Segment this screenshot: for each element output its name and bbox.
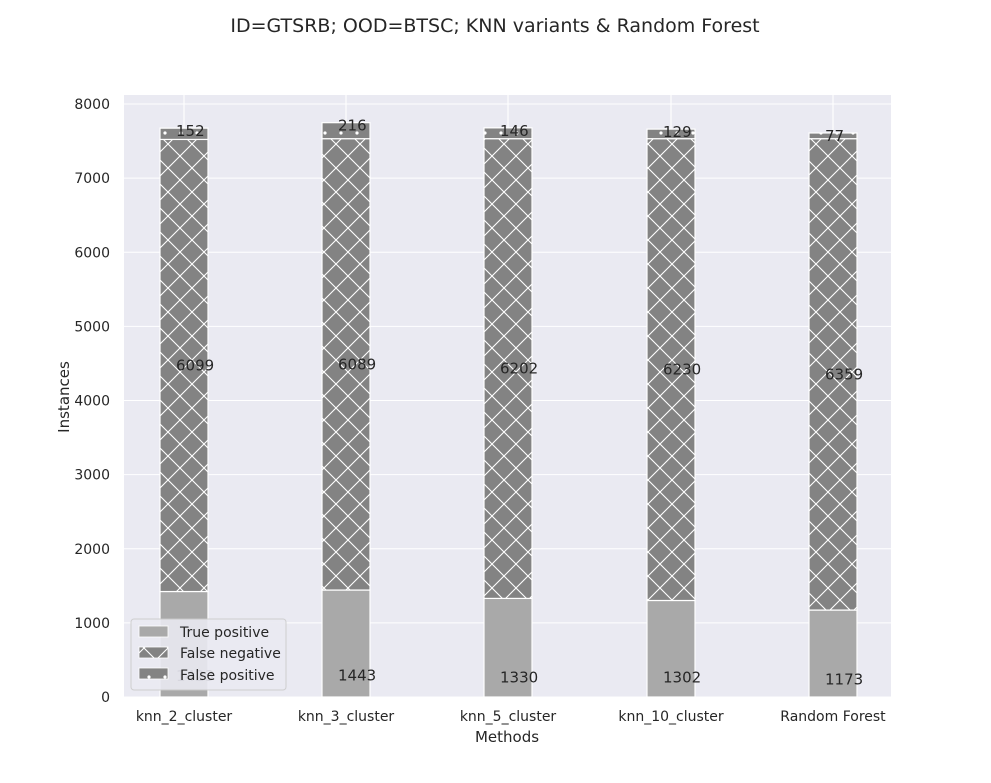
- y-tick-label: 7000: [74, 171, 110, 187]
- label-true-positive: 1443: [338, 667, 376, 685]
- x-axis-title: Methods: [475, 728, 539, 746]
- y-tick-label: 5000: [74, 319, 110, 335]
- bar-true-positive: [808, 609, 858, 698]
- label-false-positive: 77: [825, 127, 844, 145]
- bar-false-negative: [808, 138, 858, 611]
- label-true-positive: 1173: [825, 671, 863, 689]
- label-false-negative: 6202: [500, 360, 538, 378]
- legend-swatch-true-positive: [138, 625, 169, 638]
- legend-swatch-false-negative: [138, 646, 169, 659]
- bar-false-positive: [159, 127, 209, 141]
- bar-false-positive: [808, 132, 858, 140]
- legend-label-true-positive: True positive: [179, 625, 269, 641]
- y-tick-label: 8000: [74, 97, 110, 113]
- legend-swatch-false-positive: [138, 667, 169, 680]
- x-tick-label: Random Forest: [780, 709, 886, 725]
- y-axis-title: Instances: [55, 361, 73, 433]
- y-tick-label: 2000: [74, 542, 110, 558]
- label-false-negative: 6230: [663, 361, 701, 379]
- y-axis-ticks: 0 1000 2000 3000 4000 5000 6000 7000 8000: [74, 97, 110, 706]
- bar-false-negative: [159, 138, 209, 593]
- label-false-negative: 6099: [176, 356, 214, 374]
- label-false-positive: 216: [338, 117, 367, 135]
- label-false-negative: 6359: [825, 365, 863, 383]
- bar-false-positive: [646, 128, 696, 140]
- bar-false-positive: [321, 122, 371, 140]
- bar-true-positive: [646, 599, 696, 698]
- bar-false-negative: [483, 138, 533, 600]
- chart-title: ID=GTSRB; OOD=BTSC; KNN variants & Rando…: [230, 15, 759, 37]
- legend: True positive False negative False posit…: [130, 618, 287, 691]
- label-false-positive: 129: [663, 123, 692, 141]
- x-tick-label: knn_10_cluster: [618, 709, 724, 725]
- label-true-positive: 1302: [663, 669, 701, 687]
- x-tick-label: knn_2_cluster: [136, 709, 233, 725]
- bar-false-negative: [646, 138, 696, 602]
- bars: [159, 122, 858, 698]
- legend-box: [130, 618, 287, 691]
- label-false-positive: 146: [500, 122, 529, 140]
- y-tick-label: 0: [101, 690, 110, 706]
- bar-false-positive: [483, 127, 533, 140]
- x-tick-label: knn_3_cluster: [298, 709, 395, 725]
- y-tick-label: 1000: [74, 616, 110, 632]
- label-false-positive: 152: [176, 122, 205, 140]
- legend-label-false-negative: False negative: [180, 646, 281, 662]
- label-true-positive: 1330: [500, 668, 538, 686]
- label-false-negative: 6089: [338, 355, 376, 373]
- bar-true-positive: [483, 597, 533, 698]
- y-tick-label: 3000: [74, 468, 110, 484]
- y-tick-label: 4000: [74, 394, 110, 410]
- x-axis-ticks: knn_2_cluster knn_3_cluster knn_5_cluster k…: [136, 709, 886, 725]
- y-tick-label: 6000: [74, 245, 110, 261]
- bar-false-negative: [321, 138, 371, 591]
- legend-label-false-positive: False positive: [180, 668, 275, 684]
- x-tick-label: knn_5_cluster: [460, 709, 557, 725]
- bar-true-positive: [321, 589, 371, 698]
